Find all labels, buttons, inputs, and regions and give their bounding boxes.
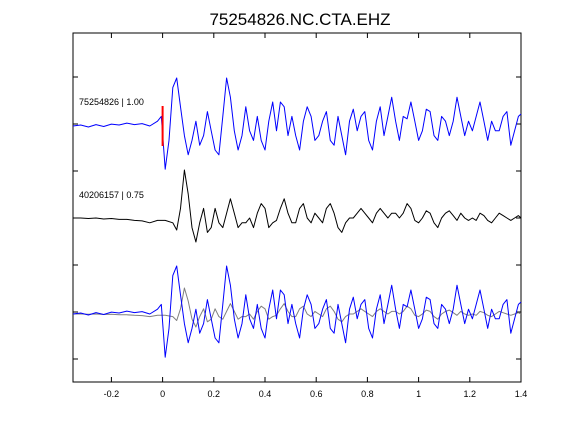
x-tick-label: 0.6 [310,389,323,399]
x-tick-label: 1.2 [464,389,477,399]
x-tick-label: 0.2 [208,389,221,399]
traces-group [72,77,522,358]
x-tick-label: 0.8 [361,389,374,399]
x-tick-label: 1.4 [515,389,528,399]
trace-2-line [73,169,522,243]
chart-title: 75254826.NC.CTA.EHZ [209,10,390,29]
trace-labels: 75254826 | 1.00 40206157 | 0.75 [79,97,144,200]
x-tick-label: -0.2 [104,389,120,399]
x-tick-label: 1 [416,389,421,399]
trace-1-line [72,77,522,170]
trace-1-label: 75254826 | 1.00 [79,97,144,107]
trace-2-label: 40206157 | 0.75 [79,190,144,200]
x-tick-label: 0 [160,389,165,399]
overlay-reference-line [73,287,522,328]
axes-frame [72,32,522,383]
axes: -0.2 0 0.2 0.4 0.6 0.8 1 1.2 1.4 [72,32,528,399]
overlay-target-line [72,265,522,358]
x-tick-label: 0.4 [259,389,272,399]
